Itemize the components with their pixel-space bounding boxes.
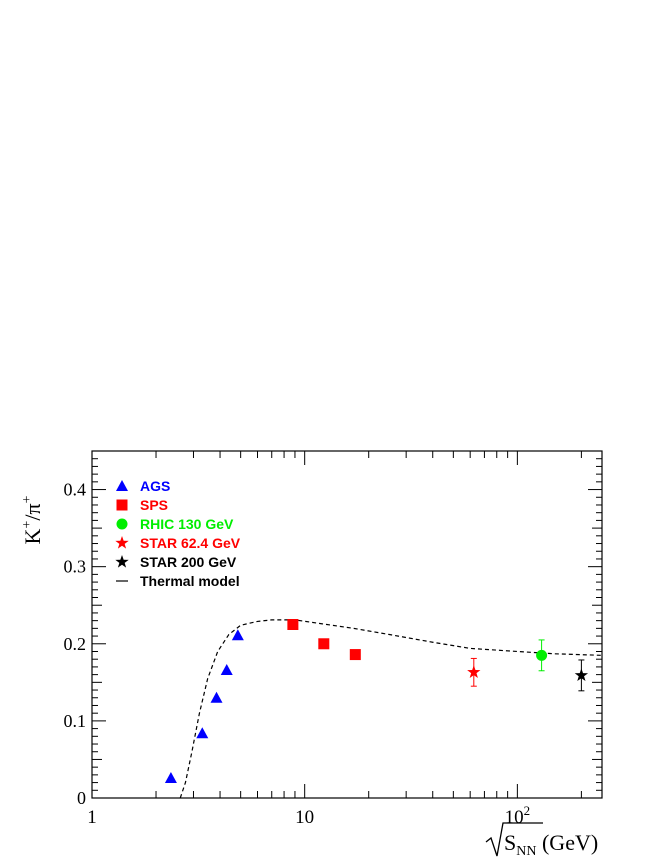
axis-ticks [91, 450, 602, 799]
data-point [287, 619, 299, 630]
data-point [536, 649, 548, 661]
y-tick-label: 0.3 [64, 557, 87, 577]
data-point [467, 665, 481, 678]
y-tick-label: 0.4 [64, 480, 87, 500]
thermal-model-curve-group [179, 619, 603, 799]
data-point [349, 649, 361, 661]
y-axis-label: K+/π+ [20, 495, 45, 544]
x-axis-label-sub: NN [516, 844, 536, 859]
legend-label: RHIC 130 GeV [140, 516, 234, 532]
data-point [220, 663, 233, 675]
x-axis-label-unit: (GeV) [536, 830, 598, 855]
svg-text:SNN (GeV): SNN (GeV) [504, 830, 598, 859]
data-point [231, 629, 244, 641]
x-axis-label-root: S [504, 830, 516, 855]
legend: AGS SPS RHIC 130 GeV STAR 62.4 GeV STAR 200 … [115, 478, 241, 589]
data-point [318, 638, 330, 650]
y-tick-label: 0 [77, 788, 86, 808]
x-tick-label: 102 [505, 803, 531, 828]
data-point [574, 668, 589, 682]
plot-frame [91, 450, 603, 799]
data-point [196, 727, 209, 739]
legend-marker [116, 480, 128, 491]
x-tick-label: 1 [87, 807, 97, 828]
legend-label: STAR 200 GeV [140, 554, 237, 570]
legend-marker [115, 555, 129, 568]
tick-labels: 1 10 102 0 0.1 0.2 0.3 0.4 [64, 480, 531, 828]
legend-marker [115, 536, 129, 549]
data-point [210, 691, 223, 703]
data-point [164, 771, 177, 783]
legend-label: STAR 62.4 GeV [140, 535, 241, 551]
x-axis-label: SNN (GeV) [485, 822, 598, 859]
y-tick-label: 0.1 [64, 711, 87, 731]
legend-marker [116, 518, 128, 530]
legend-marker [116, 499, 128, 511]
legend-label: AGS [140, 478, 170, 494]
y-tick-label: 0.2 [64, 634, 87, 654]
sqrt-sign [485, 822, 543, 857]
data-markers [164, 619, 589, 783]
legend-label: SPS [140, 497, 168, 513]
thermal-model-curve [179, 619, 603, 799]
legend-label: Thermal model [140, 573, 240, 589]
x-tick-label: 10 [295, 807, 314, 828]
